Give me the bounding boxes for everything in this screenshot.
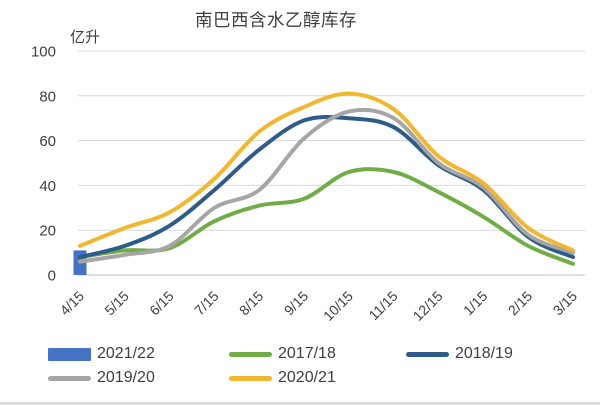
y-tick-label: 80 bbox=[39, 88, 56, 105]
legend-item-2021-22: 2021/22 bbox=[48, 345, 229, 363]
series-line-2020-21 bbox=[78, 91, 575, 253]
y-tick-label: 60 bbox=[39, 133, 56, 150]
line-chart-plot: 0 20 40 60 80 100 4/15 5/15 6/15 7/15 8/15 9/15 10/1… bbox=[31, 44, 585, 324]
chart-legend: 2021/22 2017/18 2018/19 2019/20 2020/21 bbox=[48, 345, 513, 387]
legend-item-2017-18: 2017/18 bbox=[229, 345, 406, 363]
x-tick-label: 2/15 bbox=[505, 288, 536, 319]
x-tick-label: 7/15 bbox=[191, 288, 222, 319]
legend-label: 2018/19 bbox=[455, 345, 513, 362]
legend-item-2019-20: 2019/20 bbox=[48, 369, 229, 387]
y-axis-unit-label: 亿升 bbox=[70, 29, 101, 46]
x-tick-label: 11/15 bbox=[365, 288, 401, 324]
legend-label: 2017/18 bbox=[278, 345, 336, 362]
legend-line-swatch bbox=[229, 351, 272, 357]
chart-title: 南巴西含水乙醇库存 bbox=[195, 10, 357, 30]
legend-line-swatch bbox=[406, 351, 449, 357]
gridlines bbox=[78, 50, 585, 276]
y-tick-label: 20 bbox=[39, 223, 56, 240]
legend-item-2020-21: 2020/21 bbox=[229, 369, 406, 387]
bottom-border bbox=[0, 402, 600, 405]
x-tick-label: 10/15 bbox=[320, 288, 356, 324]
legend-item-2018-19: 2018/19 bbox=[406, 345, 513, 363]
legend-label: 2021/22 bbox=[97, 345, 155, 362]
legend-bar-swatch bbox=[48, 347, 91, 361]
y-tick-label: 100 bbox=[31, 44, 56, 61]
x-tick-label: 1/15 bbox=[460, 288, 491, 319]
y-axis-tick-labels: 0 20 40 60 80 100 bbox=[31, 44, 56, 285]
legend-label: 2020/21 bbox=[278, 369, 336, 386]
x-tick-label: 3/15 bbox=[550, 288, 581, 319]
series-line-2019-20 bbox=[78, 107, 575, 264]
x-tick-label: 12/15 bbox=[410, 288, 446, 324]
legend-line-swatch bbox=[229, 375, 272, 381]
x-axis-tick-labels: 4/15 5/15 6/15 7/15 8/15 9/15 10/15 11/15 12/15 1… bbox=[57, 288, 581, 324]
x-tick-label: 8/15 bbox=[236, 288, 267, 319]
legend-label: 2019/20 bbox=[97, 369, 155, 386]
legend-line-swatch bbox=[48, 375, 91, 381]
y-tick-label: 40 bbox=[39, 178, 56, 195]
x-tick-label: 6/15 bbox=[146, 288, 177, 319]
x-tick-label: 5/15 bbox=[101, 288, 132, 319]
y-tick-label: 0 bbox=[48, 268, 56, 285]
x-tick-label: 9/15 bbox=[281, 288, 312, 319]
x-tick-label: 4/15 bbox=[57, 288, 88, 319]
